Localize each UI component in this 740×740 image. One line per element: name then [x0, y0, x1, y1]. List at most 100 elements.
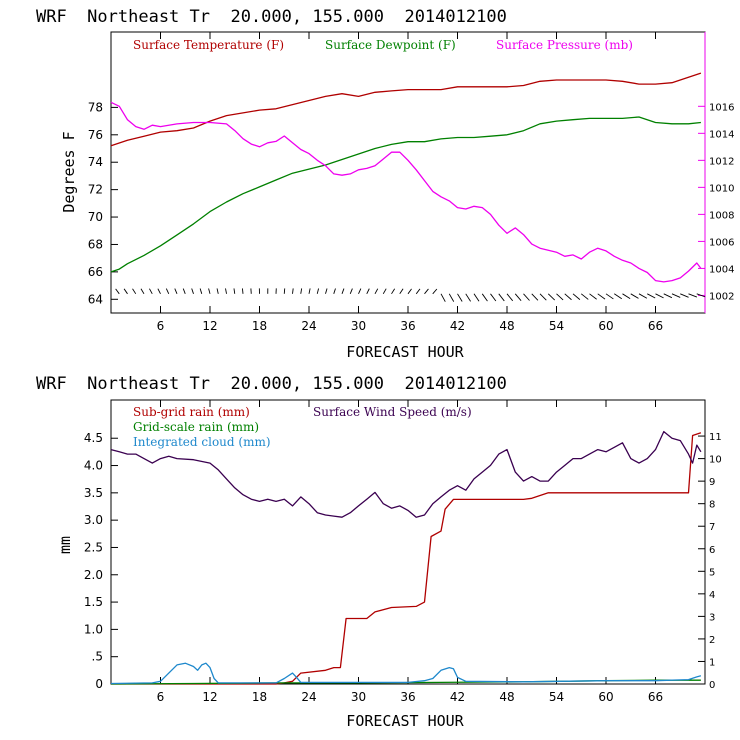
bottom-x-tick-label: 36 [400, 690, 415, 704]
top-x-tick-label: 12 [202, 319, 217, 333]
bottom-y2-tick-label: 6 [709, 545, 715, 556]
top-x-tick-label: 24 [301, 319, 316, 333]
top-y2-tick-label: 1004 [709, 264, 734, 275]
top-x-tick-label: 48 [499, 319, 514, 333]
bottom-y2-tick-label: 9 [709, 477, 715, 488]
wind-barb [316, 288, 320, 294]
wind-barb [157, 288, 161, 295]
top-y-tick-label: 78 [88, 100, 103, 114]
bottom-y2-tick-label: 8 [709, 500, 715, 511]
bottom-x-tick-label: 24 [301, 690, 316, 704]
top-x-tick-label: 30 [351, 319, 366, 333]
legend-sub-grid-rain: Sub-grid rain (mm) [133, 405, 250, 419]
bottom-y2-tick-label: 10 [709, 455, 722, 466]
wind-barb [191, 288, 194, 294]
bottom-series-integrated-cloud [110, 662, 702, 685]
wind-barb [391, 288, 396, 295]
wind-barb [374, 288, 379, 295]
wind-barb [531, 293, 539, 301]
wind-barb [630, 293, 639, 299]
top-y2-tick-label: 1012 [709, 156, 734, 167]
wind-barb [465, 293, 471, 302]
bottom-panel-header: WRF Northeast Tr 20.000, 155.000 2014012… [36, 374, 507, 394]
bottom-y-tick-label: 0 [95, 677, 103, 691]
top-panel-header: WRF Northeast Tr 20.000, 155.000 2014012… [36, 7, 507, 27]
wind-barb [325, 288, 328, 294]
bottom-series-surface-wind-speed [110, 430, 702, 518]
top-x-tick-label: 42 [450, 319, 465, 333]
wind-barb [174, 288, 178, 294]
top-y-tick-label: 76 [88, 128, 103, 142]
bottom-y2-tick-label: 5 [709, 567, 715, 578]
top-y2-tick-label: 1002 [709, 291, 734, 302]
wind-barb [655, 293, 664, 299]
wind-barb [199, 288, 203, 294]
legend-surface-dewpoint: Surface Dewpoint (F) [325, 38, 456, 52]
top-panel-y-axis-label: Degrees F [60, 131, 78, 212]
bottom-x-tick-label: 48 [499, 690, 514, 704]
bottom-y2-tick-label: 7 [709, 522, 715, 533]
wind-barb [292, 288, 294, 294]
bottom-y-tick-label: 1.5 [84, 595, 103, 609]
top-y-tick-label: 66 [88, 265, 103, 279]
wind-barb [399, 288, 404, 295]
wind-barb [638, 293, 648, 299]
bottom-x-tick-label: 66 [648, 690, 663, 704]
bottom-panel-y-axis-label: mm [56, 536, 74, 554]
top-x-tick-label: 60 [598, 319, 613, 333]
bottom-y-tick-label: 3.0 [84, 513, 103, 527]
wind-barb [614, 293, 623, 300]
wind-barb [165, 288, 170, 294]
legend-grid-scale-rain: Grid-scale rain (mm) [133, 420, 259, 434]
wind-barb [580, 293, 589, 300]
wind-barb [233, 288, 236, 294]
bottom-x-tick-label: 12 [202, 690, 217, 704]
top-y2-tick-label: 1006 [709, 237, 734, 248]
bottom-y2-tick-label: 3 [709, 612, 715, 623]
bottom-y2-tick-label: 0 [709, 680, 715, 691]
top-y2-tick-label: 1010 [709, 183, 734, 194]
bottom-y-tick-label: 4.5 [84, 431, 103, 445]
bottom-y-tick-label: 3.5 [84, 486, 103, 500]
wind-barb [490, 293, 497, 302]
wind-barb [432, 288, 438, 295]
bottom-y2-tick-label: 2 [709, 635, 715, 646]
bottom-x-tick-label: 60 [598, 690, 613, 704]
legend-integrated-cloud: Integrated cloud (mm) [133, 435, 271, 449]
wind-barb [407, 288, 412, 295]
wind-barb [308, 288, 311, 294]
legend-surface-wind-speed: Surface Wind Speed (m/s) [313, 405, 472, 419]
bottom-x-tick-label: 42 [450, 690, 465, 704]
wind-barb [564, 293, 572, 301]
top-y-tick-label: 70 [88, 210, 103, 224]
wind-barb [514, 293, 522, 301]
top-series-surface-temperature [110, 72, 702, 147]
wind-barb [358, 288, 362, 294]
wind-barb [382, 288, 387, 295]
wind-barb [424, 288, 429, 295]
bottom-y-tick-label: .5 [92, 650, 103, 664]
wind-barb [671, 293, 681, 298]
wind-barb [300, 288, 303, 294]
wind-barb [140, 288, 145, 295]
top-series-surface-pressure [110, 101, 702, 283]
wind-barb [208, 288, 211, 294]
top-x-tick-label: 54 [549, 319, 564, 333]
bottom-y-tick-label: 1.0 [84, 622, 103, 636]
top-y-tick-label: 68 [88, 237, 103, 251]
wind-barb [132, 288, 137, 295]
wind-barb [333, 288, 336, 294]
wind-barb [457, 293, 463, 302]
bottom-y2-tick-label: 1 [709, 657, 715, 668]
wind-barb [115, 288, 120, 295]
bottom-y2-tick-label: 4 [709, 590, 715, 601]
bottom-series-sub-grid-rain [111, 432, 702, 685]
wind-barb [448, 293, 455, 302]
bottom-y2-tick-label: 11 [709, 432, 722, 443]
bottom-x-tick-label: 6 [157, 690, 165, 704]
wind-barb [481, 293, 488, 302]
wind-barb [440, 293, 446, 302]
wind-barb [663, 293, 673, 299]
top-panel-x-axis-label: FORECAST HOUR [346, 343, 464, 361]
top-y2-tick-label: 1016 [709, 102, 734, 113]
